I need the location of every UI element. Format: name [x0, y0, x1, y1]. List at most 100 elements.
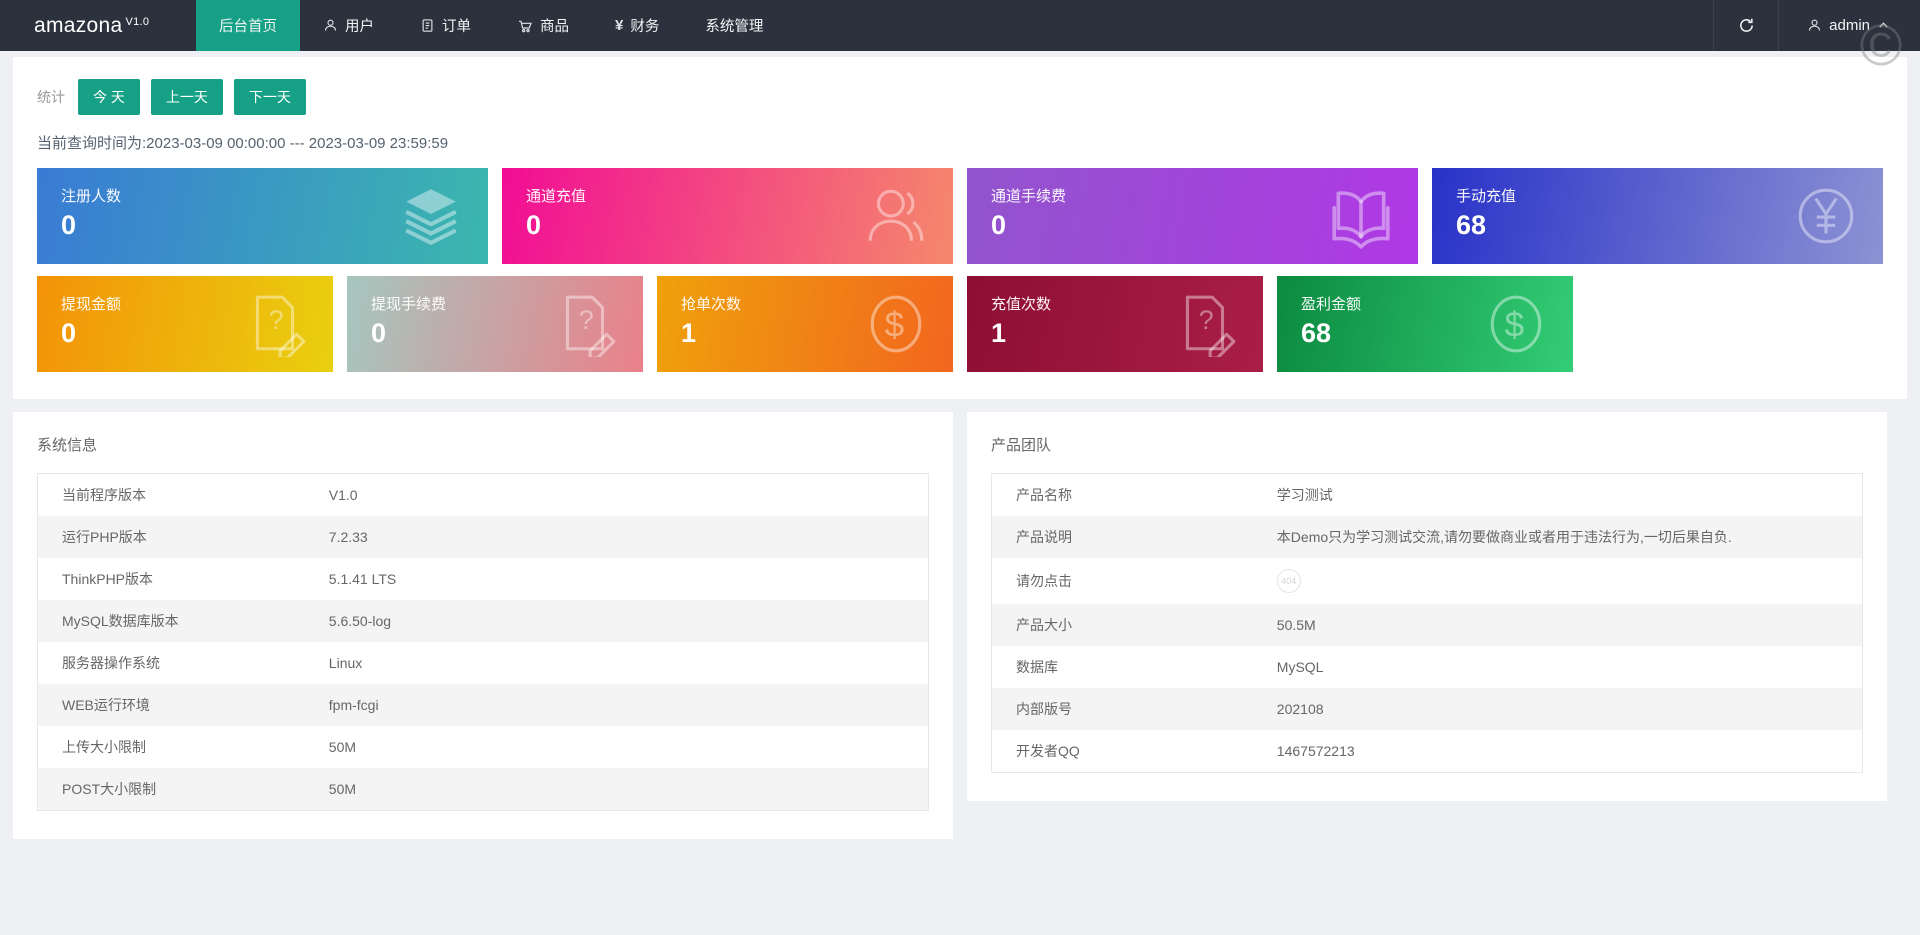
dollar-circle-icon: $	[863, 291, 929, 357]
row-value: MySQL	[1276, 659, 1324, 675]
row-label: 数据库	[1016, 659, 1058, 675]
row-value: V1.0	[328, 487, 358, 503]
row-label: 请勿点击	[1016, 573, 1072, 589]
row-label: ThinkPHP版本	[62, 571, 154, 587]
row-value: 50.5M	[1276, 617, 1316, 633]
nav-item-3[interactable]: 商品	[494, 0, 592, 51]
row-label: 当前程序版本	[62, 487, 146, 503]
stat-card-value: 0	[61, 210, 77, 240]
table-row: MySQL数据库版本 5.6.50-log	[37, 600, 929, 642]
row-label: MySQL数据库版本	[62, 613, 179, 629]
row-value: 1467572213	[1276, 743, 1355, 759]
row-value: 本Demo只为学习测试交流,请勿要做商业或者用于违法行为,一切后果自负.	[1276, 529, 1732, 545]
date-range-button-0[interactable]: 今 天	[78, 79, 140, 115]
row-label: WEB运行环境	[62, 697, 150, 713]
system-info-table: 当前程序版本 V1.0 运行PHP版本 7.2.33 ThinkPHP版本 5.1.41 …	[37, 473, 929, 811]
cart-icon	[517, 18, 533, 34]
table-row: POST大小限制 50M	[37, 768, 929, 811]
doc-question-icon: ?	[1173, 291, 1239, 357]
app-logo[interactable]: amazona V1.0	[0, 0, 196, 51]
stat-card-3: 手动充值 68	[1432, 168, 1883, 264]
stat-card-label: 提现金额	[61, 296, 122, 313]
row-label: POST大小限制	[62, 781, 157, 797]
stat-card-value: 0	[991, 210, 1007, 240]
table-row: 产品名称 学习测试	[992, 474, 1863, 517]
layers-icon	[398, 183, 464, 249]
nav-item-label: 财务	[630, 19, 660, 35]
user-avatar-icon	[1807, 18, 1822, 33]
yen-circle-icon	[1793, 183, 1859, 249]
doc-question-icon: ?	[553, 291, 619, 357]
row-value: Linux	[328, 655, 363, 671]
row-label: 内部版号	[1016, 701, 1072, 717]
nav-item-5[interactable]: 系统管理	[682, 0, 786, 51]
row-value: 学习测试	[1276, 487, 1333, 503]
stat-card-2: 通道手续费 0	[967, 168, 1418, 264]
stat-card-label: 盈利金额	[1301, 296, 1362, 313]
nav-item-label: 商品	[540, 19, 569, 35]
table-row: 产品说明 本Demo只为学习测试交流,请勿要做商业或者用于违法行为,一切后果自负.	[991, 516, 1863, 558]
svg-text:$: $	[1505, 305, 1525, 344]
product-team-panel: 产品团队 产品名称 学习测试产品说明 本Demo只为学习测试交流,请勿要做商业或者用…	[967, 412, 1887, 801]
nav-item-2[interactable]: 订单	[397, 0, 494, 51]
table-row: 内部版号 202108	[991, 688, 1863, 730]
stat-card-4: 提现金额 0?	[37, 276, 333, 372]
admin-username: admin	[1829, 17, 1870, 34]
user-icon	[323, 18, 338, 33]
stat-card-label: 注册人数	[61, 188, 122, 205]
table-row: 产品大小 50.5M	[991, 604, 1863, 646]
top-navbar: amazona V1.0 后台首页 用户 订单 商品 ¥ 财务 系统管理 admin	[0, 0, 1920, 51]
nav-item-label: 后台首页	[219, 19, 277, 35]
stat-card-value: 0	[526, 210, 542, 240]
yen-icon: ¥	[615, 17, 624, 34]
row-value: 7.2.33	[328, 529, 368, 545]
nav-spacer	[786, 0, 1713, 51]
system-info-panel: 系统信息 当前程序版本 V1.0 运行PHP版本 7.2.33 ThinkPHP版本 5.…	[13, 412, 953, 839]
date-range-buttons: 今 天上一天 下一天	[78, 79, 306, 115]
stat-card-value: 68	[1301, 318, 1332, 348]
nav-item-1[interactable]: 用户	[300, 0, 397, 51]
nav-item-0[interactable]: 后台首页	[196, 0, 300, 51]
row-label: 上传大小限制	[62, 739, 146, 755]
table-row: WEB运行环境 fpm-fcgi	[37, 684, 929, 726]
system-info-title: 系统信息	[37, 437, 98, 454]
app-version: V1.0	[125, 15, 150, 28]
nav-item-label: 订单	[442, 19, 471, 35]
svg-text:?: ?	[269, 305, 284, 335]
copyright-watermark-icon: ©	[1859, 13, 1903, 78]
row-label: 产品名称	[1016, 487, 1072, 503]
table-row: 上传大小限制 50M	[38, 726, 929, 768]
nav-item-label: 系统管理	[705, 19, 764, 35]
stat-card-label: 手动充值	[1456, 188, 1517, 205]
stat-card-value: 0	[61, 318, 77, 348]
stats-label: 统计	[37, 89, 65, 105]
stat-card-value: 68	[1456, 210, 1487, 240]
row-value: 5.1.41 LTS	[328, 571, 397, 587]
dollar-circle-icon: $	[1483, 291, 1549, 357]
row-label: 开发者QQ	[1016, 743, 1080, 759]
chevron-up-icon	[1877, 19, 1890, 32]
row-label: 服务器操作系统	[62, 655, 160, 671]
stat-card-label: 通道充值	[526, 188, 587, 205]
date-range-button-1[interactable]: 上一天	[150, 79, 223, 115]
date-range-button-2[interactable]: 下一天	[233, 79, 306, 115]
row-label: 产品大小	[1016, 617, 1072, 633]
stat-card-7: 充值次数 1?	[967, 276, 1263, 372]
row-label: 运行PHP版本	[62, 529, 147, 545]
product-team-title: 产品团队	[991, 437, 1052, 454]
book-icon	[1328, 183, 1394, 249]
order-icon	[420, 18, 435, 33]
product-team-table: 产品名称 学习测试产品说明 本Demo只为学习测试交流,请勿要做商业或者用于违法行为…	[991, 473, 1863, 773]
stat-card-8: 盈利金额 68 $	[1277, 276, 1573, 372]
row-value: 50M	[328, 739, 357, 755]
row-value: 202108	[1276, 701, 1324, 717]
nav-item-4[interactable]: ¥ 财务	[592, 0, 682, 51]
nav-divider	[1778, 0, 1780, 51]
refresh-button[interactable]	[1714, 0, 1778, 51]
app-logo-text: amazona	[34, 13, 123, 37]
svg-text:$: $	[885, 305, 905, 344]
row-value: 404	[1253, 558, 1863, 604]
badge-404[interactable]: 404	[1276, 569, 1301, 593]
stat-card-label: 提现手续费	[371, 296, 447, 313]
admin-dropdown[interactable]: admin	[1779, 0, 1920, 51]
